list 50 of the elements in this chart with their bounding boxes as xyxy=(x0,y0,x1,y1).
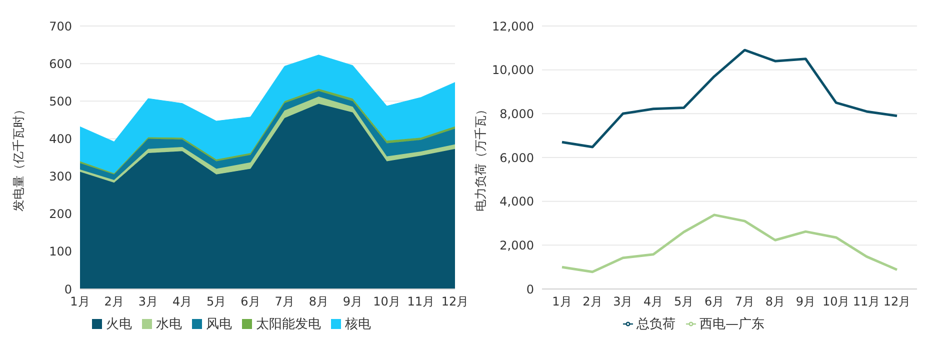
y-tick-label: 8,000 xyxy=(500,106,534,121)
x-tick-label: 4月 xyxy=(644,294,664,309)
x-tick-label: 8月 xyxy=(765,294,785,309)
x-tick-label: 2月 xyxy=(104,294,124,309)
line-series xyxy=(560,214,898,274)
x-tick-label: 6月 xyxy=(704,294,724,309)
y-tick-label: 600 xyxy=(49,56,72,71)
y-tick-label: 500 xyxy=(49,94,72,108)
x-tick-label: 10月 xyxy=(822,294,850,309)
x-tick-label: 10月 xyxy=(373,294,400,309)
y-tick-label: 2,000 xyxy=(500,238,534,252)
legend-label: 风电 xyxy=(206,317,232,332)
y-tick-label: 0 xyxy=(64,282,72,296)
x-tick-label: 5月 xyxy=(674,294,694,309)
x-tick-label: 7月 xyxy=(274,294,294,309)
legend-label: 火电 xyxy=(106,317,132,332)
y-tick-label: 0 xyxy=(526,282,534,296)
y-tick-label: 200 xyxy=(49,207,72,222)
x-tick-label: 9月 xyxy=(796,294,816,309)
x-tick-label: 8月 xyxy=(308,294,328,309)
x-tick-label: 11月 xyxy=(852,294,880,309)
x-tick-label: 11月 xyxy=(407,294,435,309)
y-tick-label: 4,000 xyxy=(500,194,534,209)
y-tick-label: 300 xyxy=(49,170,72,184)
y-tick-label: 100 xyxy=(49,244,72,259)
legend-label: 总负荷 xyxy=(636,317,676,332)
line-series xyxy=(560,48,898,148)
x-tick-label: 3月 xyxy=(138,294,158,309)
y-tick-label: 10,000 xyxy=(492,63,534,78)
x-tick-label: 7月 xyxy=(734,294,755,309)
x-tick-label: 1月 xyxy=(70,294,90,309)
x-tick-label: 4月 xyxy=(172,294,192,309)
legend-label: 水电 xyxy=(156,317,182,332)
legend-label: 核电 xyxy=(345,317,371,332)
x-tick-label: 1月 xyxy=(552,294,572,309)
y-tick-label: 12,000 xyxy=(492,19,534,34)
x-tick-label: 9月 xyxy=(342,294,363,309)
y-axis-title: 发电量（亿千瓦时） xyxy=(11,104,26,212)
y-axis-title: 电力负荷（万千瓦） xyxy=(473,104,488,212)
x-tick-label: 12月 xyxy=(441,294,469,309)
x-tick-label: 5月 xyxy=(206,294,226,309)
legend-label: 西电—广东 xyxy=(700,317,764,332)
x-tick-label: 2月 xyxy=(582,294,602,309)
y-tick-label: 700 xyxy=(49,19,72,34)
x-tick-label: 12月 xyxy=(883,294,911,309)
x-tick-label: 6月 xyxy=(240,294,260,309)
x-tick-label: 3月 xyxy=(613,294,633,309)
legend-label: 太阳能发电 xyxy=(256,317,321,332)
y-tick-label: 400 xyxy=(49,132,72,146)
y-tick-label: 6,000 xyxy=(500,150,534,165)
